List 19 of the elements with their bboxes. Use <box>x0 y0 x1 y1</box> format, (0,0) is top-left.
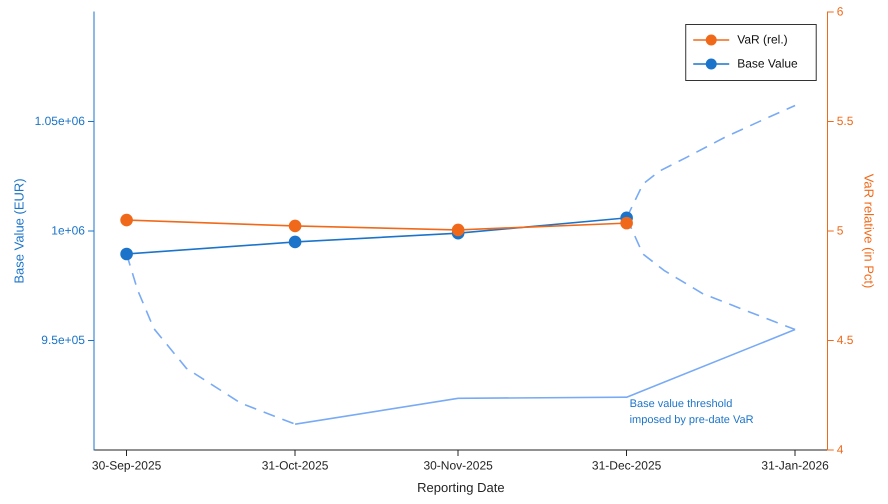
y2-tick-label: 4.5 <box>836 332 854 347</box>
y2-tick-label: 5 <box>836 223 844 238</box>
x-tick-label: 30-Nov-2025 <box>423 458 494 473</box>
legend-label: Base Value <box>737 56 798 70</box>
x-tick-label: 31-Dec-2025 <box>592 458 662 473</box>
y-tick-label: 1.05e+06 <box>34 114 86 128</box>
x-tick-label: 30-Sep-2025 <box>92 458 162 473</box>
y-tick-label: 9.5e+05 <box>41 332 86 347</box>
x-axis-title: Reporting Date <box>417 480 505 495</box>
annotation: Base value threshold imposed by pre-date VaR <box>630 398 754 426</box>
y2-tick-label: 6 <box>836 4 844 18</box>
y2-tick-label: 4 <box>836 442 844 456</box>
legend-label: VaR (rel.) <box>737 32 788 46</box>
y2-tick-label: 5.5 <box>836 114 854 128</box>
x-tick-label: 31-Oct-2025 <box>262 458 329 473</box>
x-tick-label: 31-Jan-2026 <box>761 458 830 473</box>
y2-axis-title: VaR relative (in Pct) <box>862 174 877 288</box>
y-tick-label: 1e+06 <box>51 223 86 238</box>
y-axis-title: Base Value (EUR) <box>11 178 26 284</box>
